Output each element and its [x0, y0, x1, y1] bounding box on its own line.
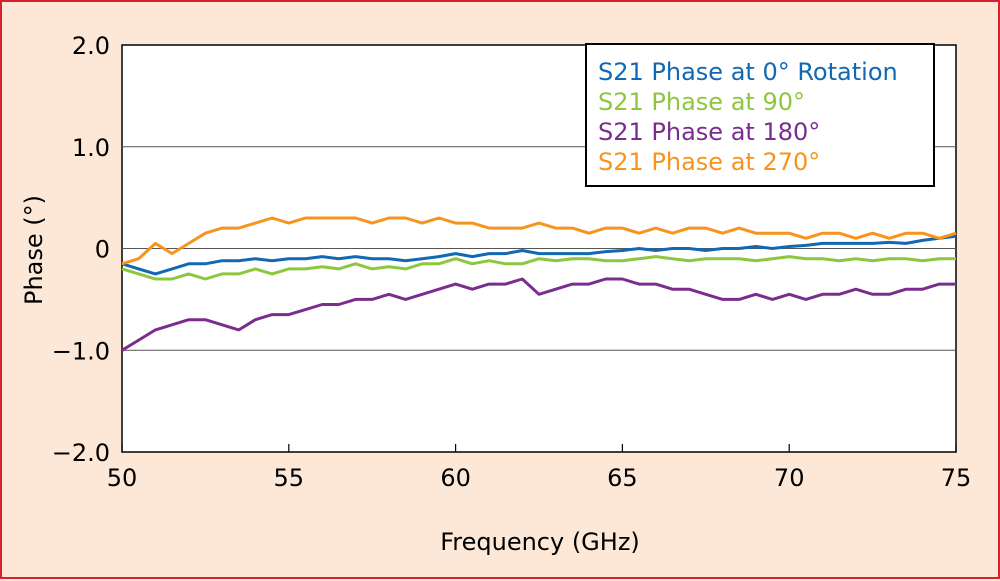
y-tick-label: 1.0 [72, 134, 110, 162]
series-line-2 [121, 277, 956, 352]
legend-entry-1: S21 Phase at 90° [598, 88, 805, 116]
x-tick-label: 70 [774, 464, 805, 492]
x-tick-label: 55 [274, 464, 305, 492]
series-line-0 [121, 234, 957, 276]
series-line-3 [121, 216, 957, 266]
y-axis-label: Phase (°) [20, 195, 48, 305]
y-tick-label: −1.0 [52, 337, 110, 365]
legend-entry-3: S21 Phase at 270° [598, 148, 820, 176]
series-layer [121, 216, 957, 352]
x-axis-label: Frequency (GHz) [440, 528, 640, 556]
y-tick-label: 0 [95, 236, 110, 264]
y-tick-label: 2.0 [72, 32, 110, 60]
x-tick-label: 75 [941, 464, 972, 492]
legend-entry-2: S21 Phase at 180° [598, 118, 820, 146]
series-line-1 [121, 255, 956, 281]
legend-entry-0: S21 Phase at 0° Rotation [598, 58, 898, 86]
x-tick-label: 50 [107, 464, 138, 492]
y-tick-label: −2.0 [52, 439, 110, 467]
legend: S21 Phase at 0° Rotation S21 Phase at 90… [585, 43, 935, 187]
x-tick-label: 65 [607, 464, 638, 492]
legend-box [585, 43, 935, 187]
axes-layer: 2.0 1.0 0 −1.0 −2.050 55 60 65 70 75 [52, 32, 972, 492]
x-tick-label: 60 [440, 464, 471, 492]
